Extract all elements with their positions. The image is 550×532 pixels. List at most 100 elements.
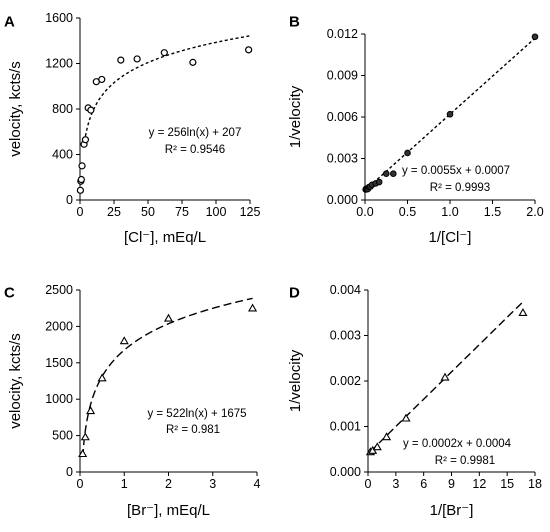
panel-d-x-tick-label: 12 <box>472 477 486 491</box>
panel-b-x-tick-label: 2.0 <box>526 205 543 219</box>
panel-a-data-point <box>76 186 85 194</box>
panel-b-y-tick-label: 0.006 <box>327 110 358 124</box>
panel-c-data-point <box>97 373 107 382</box>
panel-c-data-point <box>80 432 90 441</box>
panel-d-letter: D <box>289 284 300 301</box>
panel-b-x-axis-title: 1/[Cl⁻] <box>429 229 472 246</box>
panel-c-data-point <box>119 336 129 345</box>
panel-b-data-point <box>375 178 383 186</box>
panel-a-y-tick-label: 400 <box>52 148 73 162</box>
panel-d-r-squared: R² = 0.9981 <box>435 455 495 467</box>
panel-b-y-tick-label: 0.012 <box>327 27 358 41</box>
panel-b-y-tick-label: 0.003 <box>327 152 358 166</box>
panel-d-data-point <box>440 372 450 381</box>
panel-c-x-tick-label: 4 <box>254 477 261 491</box>
panel-c-y-tick-label: 2000 <box>45 319 73 333</box>
panel-b-data-point <box>404 149 411 157</box>
panel-a-data-point <box>87 106 95 114</box>
panel-a-letter: A <box>4 13 15 30</box>
panel-b-r-squared: R² = 0.9993 <box>430 182 490 194</box>
panel-a-y-tick-label: 0 <box>66 193 73 207</box>
panel-c-data-point <box>78 449 88 458</box>
panel-d-data-point <box>518 308 528 317</box>
panel-c-data-point <box>163 313 174 322</box>
panel-c-y-tick-label: 0 <box>66 465 73 479</box>
panel-b-equation: y = 0.0055x + 0.0007 <box>402 165 510 177</box>
panel-a-x-tick-label: 50 <box>141 205 155 219</box>
panel-a-data-point <box>78 162 86 170</box>
panel-b-data-point <box>390 170 397 178</box>
panel-d-x-tick-label: 0 <box>365 477 372 491</box>
panel-a-x-tick-label: 75 <box>175 205 189 219</box>
panel-d-x-axis-title: 1/[Br⁻] <box>430 502 474 519</box>
panel-a-y-tick-label: 1600 <box>45 11 73 25</box>
panel-a-x-tick-label: 0 <box>77 205 84 219</box>
panel-c-r-squared: R² = 0.981 <box>166 424 220 436</box>
panel-d-y-tick-label: 0.002 <box>330 374 361 388</box>
panel-b-x-tick-label: 0.5 <box>399 205 416 219</box>
panel-b-data-point <box>531 33 539 41</box>
panel-b-x-tick-label: 1.5 <box>484 205 501 219</box>
panel-a-r-squared: R² = 0.9546 <box>165 144 225 156</box>
panel-b-y-tick-label: 0.000 <box>327 193 358 207</box>
panel-c-x-tick-label: 1 <box>121 477 128 491</box>
panel-c-y-tick-label: 2500 <box>45 283 73 297</box>
panel-a-data-point <box>117 56 125 64</box>
panel-c-y-axis-title: velocity, kcts/s <box>7 333 24 429</box>
panel-d-equation: y = 0.0002x + 0.0004 <box>403 438 512 450</box>
panel-d-y-tick-label: 0.000 <box>330 465 361 479</box>
panel-a-x-tick-label: 125 <box>240 205 261 219</box>
panel-d-data-point <box>401 413 411 422</box>
panel-b-x-tick-label: 1.0 <box>441 205 458 219</box>
panel-d-y-tick-label: 0.003 <box>330 329 361 343</box>
panel-d-x-tick-label: 15 <box>500 477 514 491</box>
panel-c-equation: y = 522ln(x) + 1675 <box>147 408 246 420</box>
panel-b-y-axis-title: 1/velocity <box>287 85 304 148</box>
panel-d-y-tick-label: 0.001 <box>330 420 361 434</box>
panel-d-data-point <box>372 442 382 451</box>
panel-a-data-point <box>77 175 85 184</box>
panel-d-y-tick-label: 0.004 <box>330 283 361 297</box>
panel-a-x-tick-label: 100 <box>206 205 227 219</box>
panel-b-data-point <box>446 110 454 118</box>
panel-c-x-axis-title: [Br⁻], mEq/L <box>127 502 210 519</box>
panel-a-data-point <box>98 75 106 84</box>
panel-c-y-tick-label: 500 <box>52 429 73 443</box>
panel-a-data-point <box>245 46 253 54</box>
panel-b-letter: B <box>289 13 300 30</box>
panel-b-data-point <box>382 170 390 178</box>
panel-c-data-point <box>86 406 96 415</box>
panel-a-y-axis-title: velocity, kcts/s <box>7 61 24 157</box>
panel-a-x-tick-label: 25 <box>107 205 121 219</box>
panel-d-data-point <box>382 432 392 441</box>
panel-c: C 0 500 1000 1500 2000 2500 0 1 2 3 4 velocity, kcts… <box>4 283 261 519</box>
panel-d-x-tick-label: 3 <box>392 477 399 491</box>
panel-b: B 0.000 0.003 0.006 0.009 0.012 0.0 0.5 1.0 1.5 2.… <box>287 13 544 246</box>
panel-a-data-point <box>189 58 197 66</box>
panel-a-data-point <box>160 49 168 57</box>
panel-a-data-point <box>133 55 141 63</box>
panel-b-y-tick-label: 0.009 <box>327 69 358 83</box>
panel-a-trendline <box>84 35 251 137</box>
panel-d-x-tick-label: 9 <box>448 477 455 491</box>
panel-a-y-tick-label: 1200 <box>45 57 73 71</box>
panel-c-trendline <box>81 297 253 458</box>
panel-c-x-tick-label: 0 <box>77 477 84 491</box>
panel-c-y-tick-label: 1000 <box>45 392 73 406</box>
panel-d-x-tick-label: 6 <box>420 477 427 491</box>
panel-c-y-tick-label: 1500 <box>45 356 73 370</box>
panel-d-x-tick-label: 18 <box>528 477 542 491</box>
panel-a-equation: y = 256ln(x) + 207 <box>149 127 242 139</box>
panel-c-letter: C <box>4 284 15 301</box>
panel-c-x-tick-label: 2 <box>165 477 172 491</box>
panel-c-x-tick-label: 3 <box>209 477 216 491</box>
panel-a-data-point <box>81 136 90 144</box>
panel-a-x-axis-title: [Cl⁻], mEq/L <box>124 229 206 246</box>
panel-a: A 0 400 800 1200 1600 0 25 50 75 100 125 velocity, k… <box>4 11 260 246</box>
panel-d: D 0.000 0.001 0.002 0.003 0.004 0 3 6 9 12 15 18 1/ve… <box>287 283 542 519</box>
panel-c-data-point <box>248 303 258 312</box>
panel-d-y-axis-title: 1/velocity <box>287 349 304 412</box>
panel-a-y-tick-label: 800 <box>52 102 73 116</box>
panel-b-x-tick-label: 0.0 <box>356 205 373 219</box>
